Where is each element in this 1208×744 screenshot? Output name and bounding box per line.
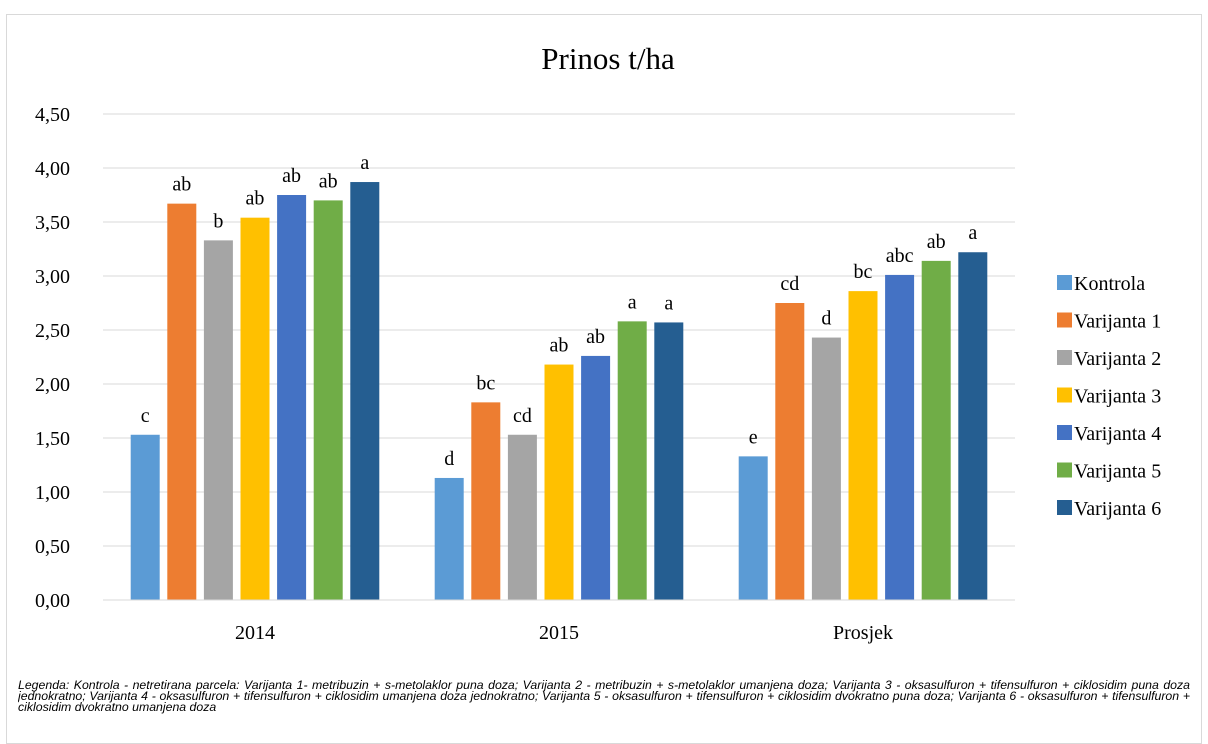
bar <box>654 322 684 600</box>
bar <box>544 364 574 600</box>
y-tick-label: 4,50 <box>35 104 70 126</box>
bar <box>203 240 233 601</box>
bar <box>775 303 805 600</box>
data-label: bc <box>854 261 873 283</box>
data-label: ab <box>246 188 265 210</box>
data-label: ab <box>927 231 946 253</box>
legend-swatch <box>1057 312 1072 328</box>
legend-swatch <box>1057 387 1072 403</box>
y-tick-label: 1,00 <box>35 482 70 504</box>
bar <box>434 477 464 600</box>
y-tick-label: 0,50 <box>35 536 70 558</box>
data-label: a <box>628 291 637 313</box>
data-label: ab <box>550 335 569 357</box>
legend-label: Varijanta 6 <box>1074 498 1161 520</box>
legend-label: Varijanta 4 <box>1074 423 1161 445</box>
y-tick-label: 3,50 <box>35 212 70 234</box>
y-tick-label: 1,50 <box>35 428 70 450</box>
data-label: a <box>968 222 977 244</box>
data-label: ab <box>172 174 191 196</box>
legend-note: Legenda: Kontrola - netretirana parcela:… <box>18 680 1190 714</box>
data-label: b <box>213 210 223 232</box>
data-label: ab <box>319 170 338 192</box>
bar <box>277 195 307 600</box>
data-label: c <box>141 405 150 427</box>
axis-layer: 0,00 0,50 1,00 1,50 2,00 2,50 3,00 3,50 4,00 4,50… <box>35 104 1015 644</box>
x-tick-label: Prosjek <box>833 622 893 644</box>
y-tick-label: 3,00 <box>35 266 70 288</box>
bars-layer <box>130 182 988 601</box>
bar <box>921 260 951 600</box>
bar <box>738 456 768 600</box>
data-label: cd <box>513 405 532 427</box>
data-label: d <box>821 308 831 330</box>
y-tick-label: 2,50 <box>35 320 70 342</box>
bar <box>350 182 380 601</box>
data-label: ab <box>282 165 301 187</box>
y-tick-label: 2,00 <box>35 374 70 396</box>
legend-label: Varijanta 2 <box>1074 348 1161 370</box>
data-label: ab <box>586 326 605 348</box>
data-label: bc <box>476 372 495 394</box>
data-label: a <box>360 152 369 174</box>
data-label: a <box>664 292 673 314</box>
bar <box>313 200 343 600</box>
bar <box>958 252 988 601</box>
chart-title: Prinos t/ha <box>541 41 675 76</box>
data-label: cd <box>780 273 799 295</box>
data-label: abc <box>886 245 914 267</box>
x-tick-label: 2014 <box>235 622 275 644</box>
bar <box>471 402 501 600</box>
data-label: d <box>444 448 454 470</box>
legend-label: Varijanta 3 <box>1074 386 1161 408</box>
bar <box>167 203 197 600</box>
legend-swatch <box>1057 462 1072 478</box>
bar <box>848 291 878 600</box>
bar <box>507 434 537 600</box>
bar <box>617 321 647 600</box>
legend-label: Varijanta 1 <box>1074 311 1161 333</box>
data-label: e <box>749 426 758 448</box>
bar <box>240 217 270 600</box>
x-tick-label: 2015 <box>539 622 579 644</box>
y-tick-label: 4,00 <box>35 158 70 180</box>
bar <box>811 337 841 600</box>
y-tick-label: 0,00 <box>35 590 70 612</box>
legend-label: Kontrola <box>1074 273 1145 295</box>
legend-label: Varijanta 5 <box>1074 461 1161 483</box>
legend: Kontrola Varijanta 1 Varijanta 2 Varijanta … <box>1057 273 1161 520</box>
legend-swatch <box>1057 425 1072 440</box>
legend-swatch <box>1057 500 1072 515</box>
legend-swatch <box>1057 275 1072 290</box>
bar <box>130 434 160 600</box>
bar <box>581 355 611 600</box>
bar <box>885 274 915 600</box>
legend-swatch <box>1057 350 1072 365</box>
